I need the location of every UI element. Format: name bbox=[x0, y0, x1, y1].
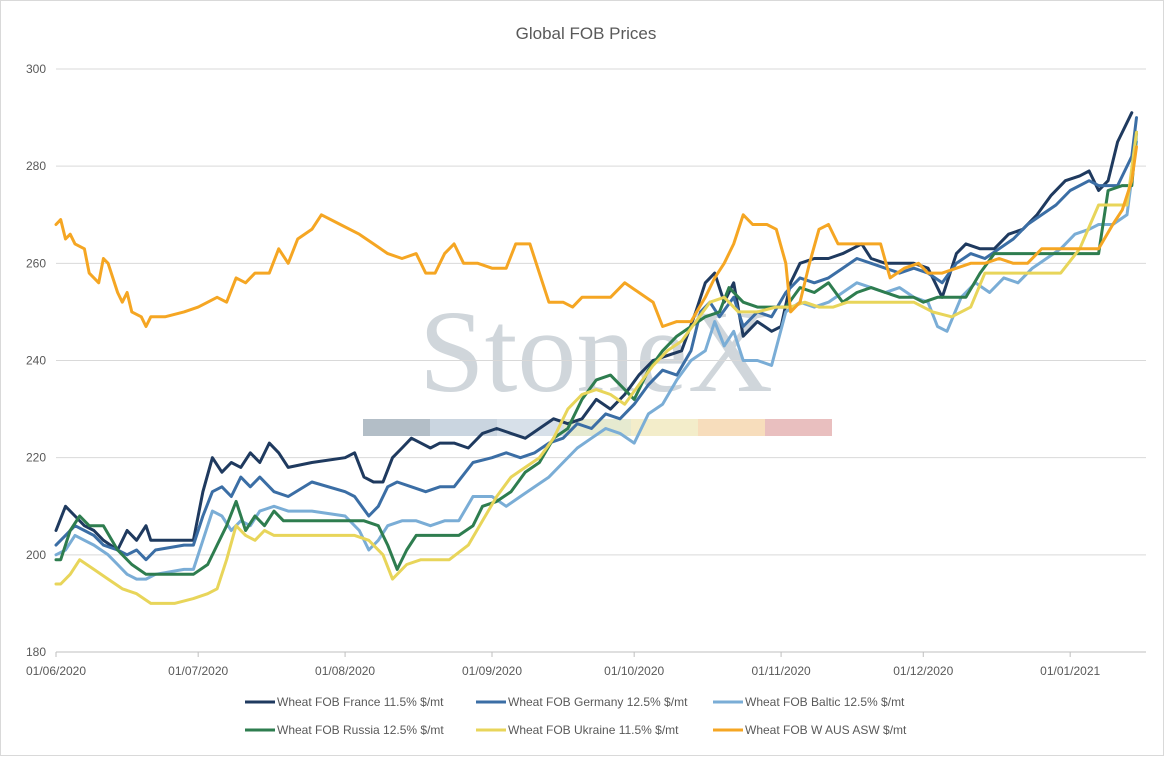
series-line-2 bbox=[54, 116, 1138, 562]
y-tick-label: 300 bbox=[26, 62, 46, 76]
y-tick-label: 260 bbox=[26, 256, 46, 270]
watermark-color-bar bbox=[765, 419, 832, 436]
x-tick-label: 01/12/2020 bbox=[893, 664, 953, 678]
legend-label: Wheat FOB Russia 12.5% $/mt bbox=[277, 723, 444, 737]
watermark-color-bar bbox=[631, 419, 698, 436]
legend-label: Wheat FOB Germany 12.5% $/mt bbox=[508, 695, 688, 709]
watermark-color-bar bbox=[698, 419, 765, 436]
watermark-color-bar bbox=[363, 419, 430, 436]
legend-label: Wheat FOB France 11.5% $/mt bbox=[277, 695, 444, 709]
x-tick-label: 01/11/2020 bbox=[752, 664, 811, 678]
x-axis: 01/06/2020 01/07/2020 01/08/2020 01/09/2020… bbox=[26, 651, 1146, 678]
y-tick-label: 220 bbox=[26, 451, 46, 465]
watermark-logo-text: StoneX bbox=[419, 286, 773, 417]
y-tick-label: 200 bbox=[26, 548, 46, 562]
legend-label: Wheat FOB Ukraine 11.5% $/mt bbox=[508, 723, 679, 737]
x-tick-label: 01/01/2021 bbox=[1040, 664, 1100, 678]
watermark-color-bar bbox=[430, 419, 497, 436]
series-line-4 bbox=[54, 130, 1138, 576]
y-tick-label: 280 bbox=[26, 159, 46, 173]
y-tick-label: 180 bbox=[26, 645, 46, 659]
gridlines bbox=[56, 68, 1146, 653]
y-tick-label: 240 bbox=[26, 354, 46, 368]
legend: Wheat FOB France 11.5% $/mt Wheat FOB Ger… bbox=[245, 695, 907, 737]
legend-label: Wheat FOB W AUS ASW $/mt bbox=[745, 723, 907, 737]
x-tick-label: 01/09/2020 bbox=[462, 664, 522, 678]
series-line-6 bbox=[54, 145, 1138, 328]
series-line-3 bbox=[54, 140, 1138, 581]
series-line-1 bbox=[54, 111, 1134, 552]
x-tick-label: 01/10/2020 bbox=[604, 664, 664, 678]
x-tick-label: 01/08/2020 bbox=[315, 664, 375, 678]
x-tick-label: 01/06/2020 bbox=[26, 664, 86, 678]
x-tick-label: 01/07/2020 bbox=[168, 664, 228, 678]
chart-title: Global FOB Prices bbox=[516, 24, 657, 43]
y-axis: 180 200 220 240 260 280 300 bbox=[26, 62, 46, 659]
legend-label: Wheat FOB Baltic 12.5% $/mt bbox=[745, 695, 905, 709]
series-layer bbox=[54, 111, 1138, 605]
series-line-5 bbox=[54, 130, 1138, 605]
